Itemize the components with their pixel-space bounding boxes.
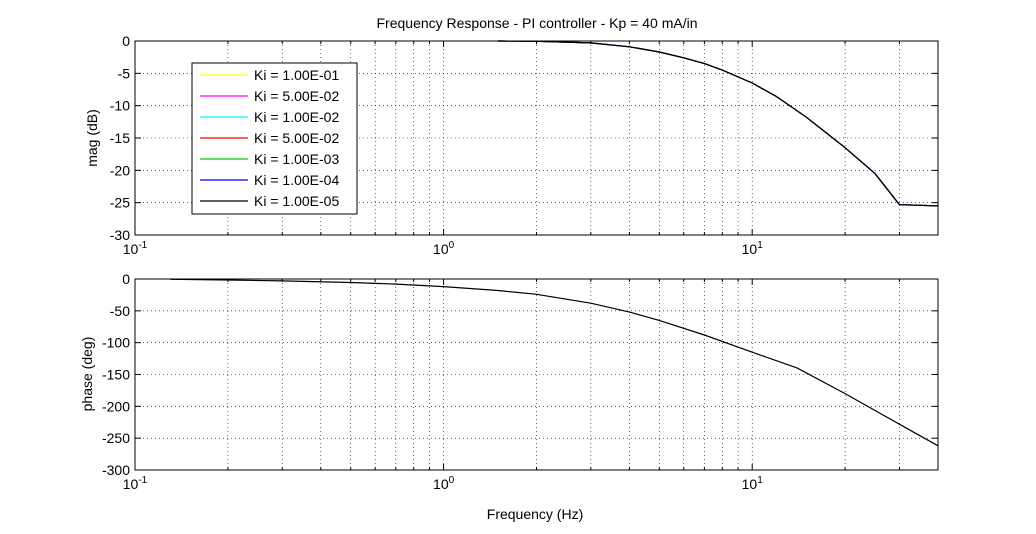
magnitude-y-tick-label: 0 [122, 33, 130, 49]
phase-y-tick-label: -250 [102, 430, 130, 446]
magnitude-y-tick-label: -20 [110, 162, 130, 178]
phase-y-axis-label: phase (deg) [79, 337, 95, 412]
magnitude-y-tick-label: -30 [110, 227, 130, 243]
phase-y-tick-label: -150 [102, 367, 130, 383]
magnitude-x-tick-label: 100 [433, 240, 455, 257]
phase-y-tick-label: 0 [122, 271, 130, 287]
legend-entry-label: Ki = 5.00E-02 [254, 130, 339, 146]
legend-entry-label: Ki = 1.00E-03 [254, 151, 339, 167]
legend: Ki = 1.00E-01 Ki = 5.00E-02 Ki = 1.00E-02 K… [191, 62, 358, 215]
phase-plot-area [135, 279, 938, 470]
x-axis-label: Frequency (Hz) [487, 506, 583, 522]
phase-y-tick-label: -200 [102, 398, 130, 414]
legend-entry-label: Ki = 1.00E-01 [254, 67, 339, 83]
phase-y-tick-label: -50 [110, 303, 130, 319]
magnitude-y-axis-label: mag (dB) [84, 109, 100, 167]
magnitude-y-tick-label: -25 [110, 195, 130, 211]
phase-y-tick-label: -300 [102, 462, 130, 478]
phase-x-tick-label: 101 [742, 475, 764, 492]
phase-series-line-0 [170, 278, 939, 447]
magnitude-series-line-6 [497, 40, 939, 207]
magnitude-lines [497, 40, 939, 207]
legend-entry-label: Ki = 5.00E-02 [254, 88, 339, 104]
magnitude-x-tick-label: 101 [742, 240, 764, 257]
chart-title: Frequency Response - PI controller - Kp … [377, 15, 698, 31]
phase-y-tick-label: -100 [102, 335, 130, 351]
legend-entry-label: Ki = 1.00E-05 [254, 193, 339, 209]
phase-x-tick-label: 100 [433, 475, 455, 492]
magnitude-y-tick-label: -15 [110, 130, 130, 146]
legend-entry-label: Ki = 1.00E-02 [254, 109, 339, 125]
phase-lines [170, 278, 939, 447]
magnitude-y-tick-label: -10 [110, 98, 130, 114]
magnitude-y-tick-label: -5 [118, 65, 131, 81]
legend-entry-label: Ki = 1.00E-04 [254, 172, 339, 188]
